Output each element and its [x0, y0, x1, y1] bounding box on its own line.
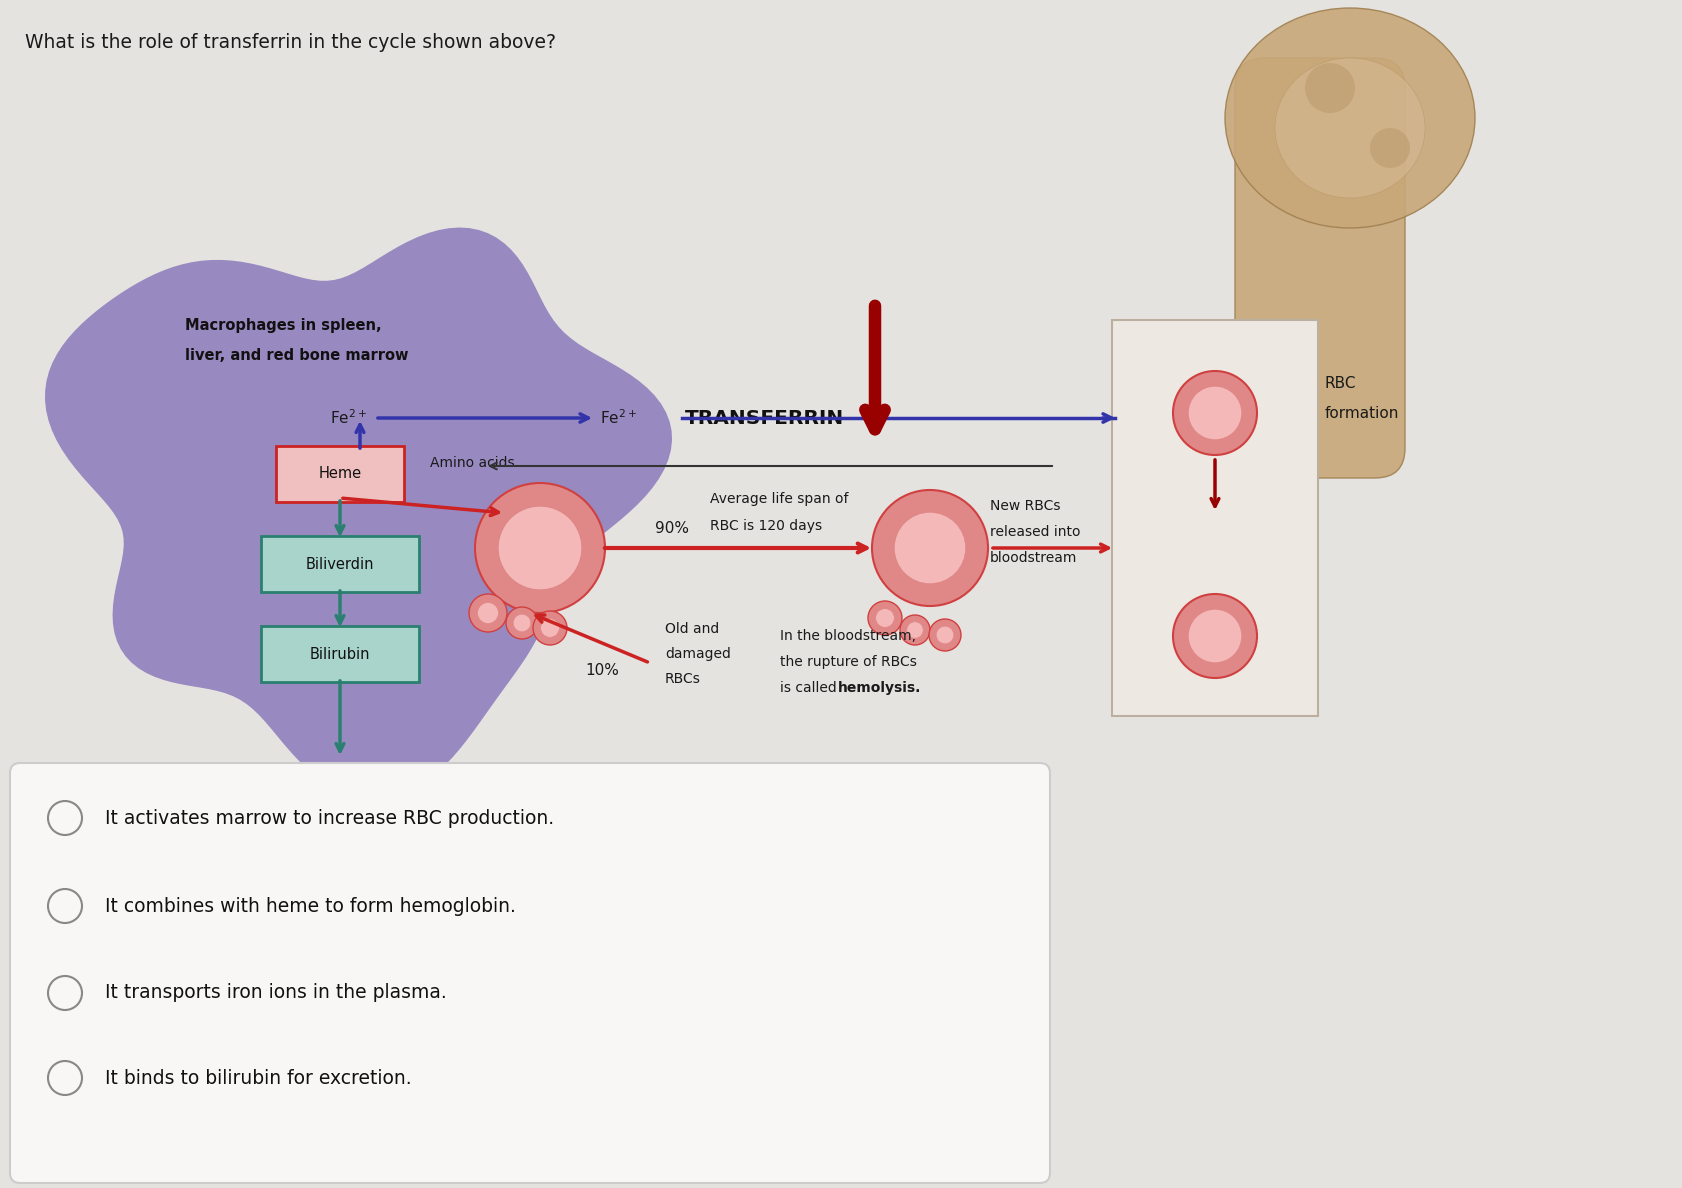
Text: What is the role of transferrin in the cycle shown above?: What is the role of transferrin in the c… — [25, 33, 555, 52]
Text: Fe$^{2+}$: Fe$^{2+}$ — [330, 409, 367, 428]
Text: hemolysis.: hemolysis. — [838, 681, 920, 695]
Ellipse shape — [1275, 58, 1425, 198]
Text: TRANSFERRIN: TRANSFERRIN — [685, 409, 844, 428]
Circle shape — [1172, 371, 1256, 455]
Text: It combines with heme to form hemoglobin.: It combines with heme to form hemoglobin… — [104, 897, 516, 916]
Polygon shape — [45, 227, 671, 798]
Circle shape — [474, 484, 604, 613]
Ellipse shape — [1224, 8, 1473, 228]
Text: It binds to bilirubin for excretion.: It binds to bilirubin for excretion. — [104, 1068, 412, 1087]
Circle shape — [1187, 386, 1241, 440]
FancyBboxPatch shape — [261, 536, 419, 592]
Circle shape — [513, 614, 530, 632]
Circle shape — [928, 619, 960, 651]
Text: Macrophages in spleen,: Macrophages in spleen, — [185, 318, 382, 333]
Text: In the bloodstream,: In the bloodstream, — [779, 628, 915, 643]
Circle shape — [868, 601, 902, 636]
Text: It activates marrow to increase RBC production.: It activates marrow to increase RBC prod… — [104, 809, 553, 828]
Text: formation: formation — [1324, 405, 1398, 421]
Circle shape — [498, 506, 582, 590]
Text: RBC: RBC — [1324, 375, 1356, 391]
Text: Heme: Heme — [318, 467, 362, 481]
Circle shape — [1187, 609, 1241, 663]
Circle shape — [1304, 63, 1354, 113]
Text: is called: is called — [779, 681, 841, 695]
Text: 90%: 90% — [654, 520, 688, 536]
FancyBboxPatch shape — [276, 446, 404, 503]
Circle shape — [1369, 128, 1410, 168]
Text: Bilirubin: Bilirubin — [309, 646, 370, 662]
Text: bloodstream: bloodstream — [989, 551, 1076, 565]
Text: Fe$^{2+}$: Fe$^{2+}$ — [600, 409, 636, 428]
Text: RBC is 120 days: RBC is 120 days — [710, 519, 821, 533]
Circle shape — [1172, 594, 1256, 678]
Text: It transports iron ions in the plasma.: It transports iron ions in the plasma. — [104, 984, 446, 1003]
Text: Average life span of: Average life span of — [710, 492, 848, 506]
Circle shape — [540, 619, 558, 637]
Text: damaged: damaged — [664, 647, 730, 661]
Text: Old and: Old and — [664, 623, 718, 636]
Circle shape — [907, 621, 923, 638]
FancyBboxPatch shape — [1112, 320, 1317, 716]
Text: Amino acids: Amino acids — [429, 456, 515, 470]
Text: released into: released into — [989, 525, 1080, 539]
Text: the rupture of RBCs: the rupture of RBCs — [779, 655, 917, 669]
Circle shape — [935, 626, 954, 644]
Circle shape — [533, 611, 567, 645]
Circle shape — [469, 594, 506, 632]
Circle shape — [900, 615, 930, 645]
FancyBboxPatch shape — [1235, 58, 1404, 478]
FancyBboxPatch shape — [10, 763, 1050, 1183]
Text: New RBCs: New RBCs — [989, 499, 1060, 513]
Circle shape — [875, 608, 893, 627]
Text: liver, and red bone marrow: liver, and red bone marrow — [185, 348, 409, 364]
FancyBboxPatch shape — [261, 626, 419, 682]
Text: Biliverdin: Biliverdin — [306, 556, 373, 571]
Circle shape — [893, 512, 965, 584]
Text: 10%: 10% — [585, 663, 619, 677]
Text: RBCs: RBCs — [664, 672, 700, 685]
Circle shape — [871, 489, 987, 606]
Circle shape — [478, 602, 498, 624]
Circle shape — [506, 607, 538, 639]
